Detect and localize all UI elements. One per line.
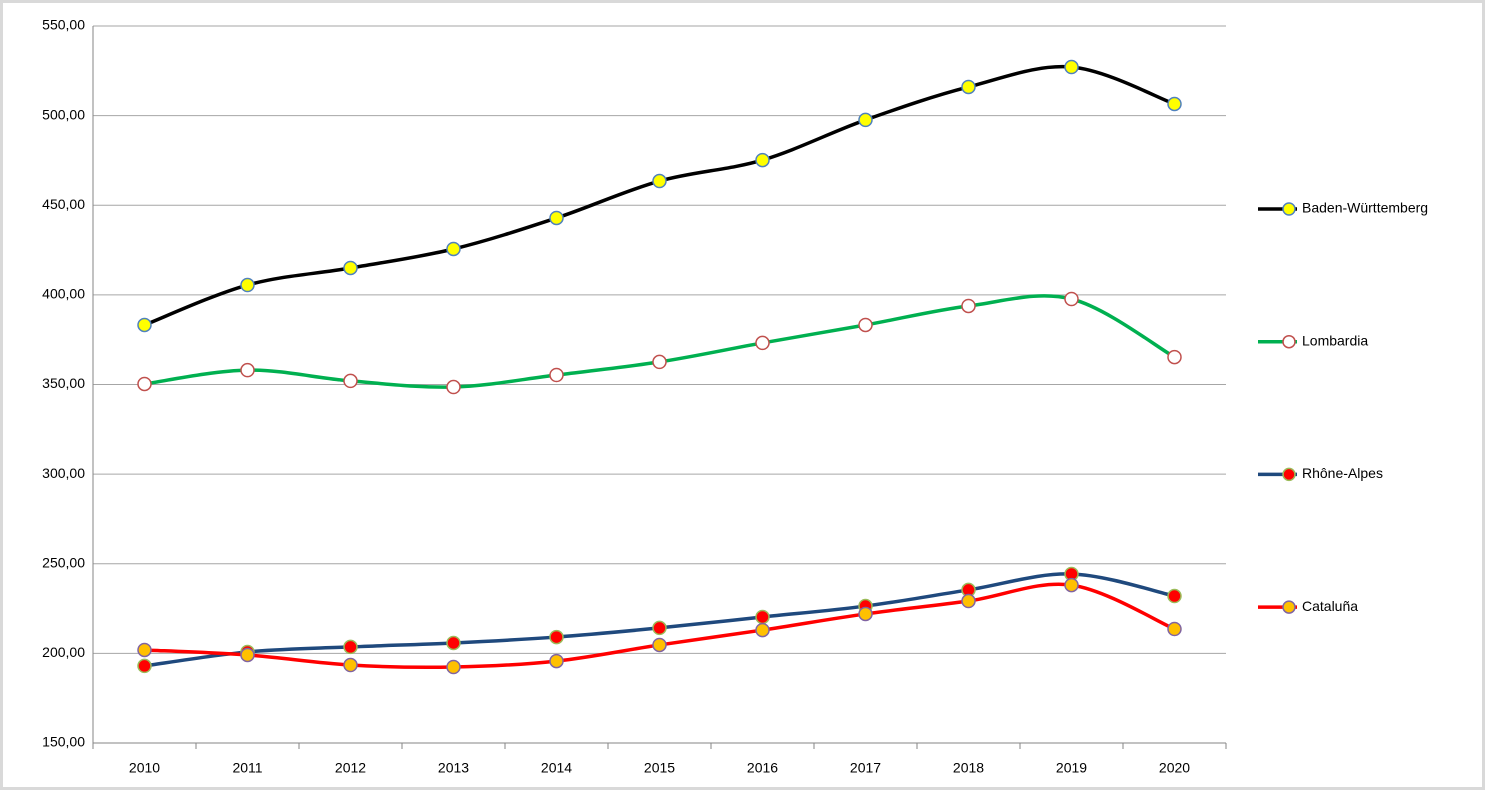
x-tick-label: 2018 xyxy=(953,760,984,776)
data-marker xyxy=(549,629,564,645)
x-tick-label: 2017 xyxy=(850,760,881,776)
data-marker xyxy=(343,639,358,655)
data-marker xyxy=(755,622,770,638)
data-marker xyxy=(1167,96,1182,112)
data-marker xyxy=(652,173,667,189)
data-marker xyxy=(137,376,152,392)
data-marker xyxy=(858,317,873,333)
data-marker xyxy=(137,317,152,333)
data-marker xyxy=(1064,577,1079,593)
data-marker xyxy=(137,642,152,658)
x-tick-label: 2020 xyxy=(1159,760,1190,776)
y-tick-label: 200,00 xyxy=(42,644,85,660)
data-marker xyxy=(343,657,358,673)
data-marker xyxy=(240,362,255,378)
x-tick-label: 2016 xyxy=(747,760,778,776)
data-marker xyxy=(1167,349,1182,365)
data-marker xyxy=(549,210,564,226)
legend-label: Rhône-Alpes xyxy=(1302,465,1383,481)
x-tick-label: 2019 xyxy=(1056,760,1087,776)
data-marker xyxy=(755,609,770,625)
data-marker xyxy=(1167,588,1182,604)
data-marker xyxy=(446,659,461,675)
legend-label: Lombardia xyxy=(1302,332,1368,348)
x-tick-label: 2010 xyxy=(129,760,160,776)
legend-marker xyxy=(1282,600,1296,614)
data-marker xyxy=(961,79,976,95)
y-tick-label: 550,00 xyxy=(42,17,85,33)
data-marker xyxy=(549,653,564,669)
y-tick-label: 250,00 xyxy=(42,554,85,570)
x-tick-label: 2013 xyxy=(438,760,469,776)
x-tick-label: 2015 xyxy=(644,760,675,776)
data-marker xyxy=(549,367,564,383)
y-tick-label: 500,00 xyxy=(42,106,85,122)
data-marker xyxy=(961,593,976,609)
data-marker xyxy=(755,152,770,168)
y-tick-label: 450,00 xyxy=(42,196,85,212)
data-marker xyxy=(446,241,461,257)
data-marker xyxy=(652,354,667,370)
x-tick-label: 2011 xyxy=(232,760,262,776)
data-marker xyxy=(1167,621,1182,637)
data-marker xyxy=(240,647,255,663)
data-marker xyxy=(446,635,461,651)
data-marker xyxy=(343,373,358,389)
legend-marker xyxy=(1282,334,1296,349)
legend-marker xyxy=(1282,467,1296,482)
y-tick-label: 150,00 xyxy=(42,734,85,750)
data-marker xyxy=(858,112,873,128)
data-marker xyxy=(755,335,770,351)
x-tick-label: 2014 xyxy=(541,760,572,776)
legend-marker xyxy=(1282,202,1296,216)
data-marker xyxy=(652,637,667,653)
x-tick-label: 2012 xyxy=(335,760,366,776)
data-marker xyxy=(137,658,152,674)
y-tick-label: 400,00 xyxy=(42,286,85,302)
data-marker xyxy=(343,260,358,276)
y-tick-label: 350,00 xyxy=(42,375,85,391)
data-marker xyxy=(1064,59,1079,75)
legend-label: Baden-Württemberg xyxy=(1302,200,1428,216)
data-marker xyxy=(446,379,461,395)
data-marker xyxy=(240,277,255,293)
data-marker xyxy=(961,298,976,314)
legend-label: Cataluña xyxy=(1302,598,1358,614)
data-marker xyxy=(858,606,873,622)
y-tick-label: 300,00 xyxy=(42,465,85,481)
data-marker xyxy=(652,620,667,636)
data-marker xyxy=(1064,291,1079,307)
